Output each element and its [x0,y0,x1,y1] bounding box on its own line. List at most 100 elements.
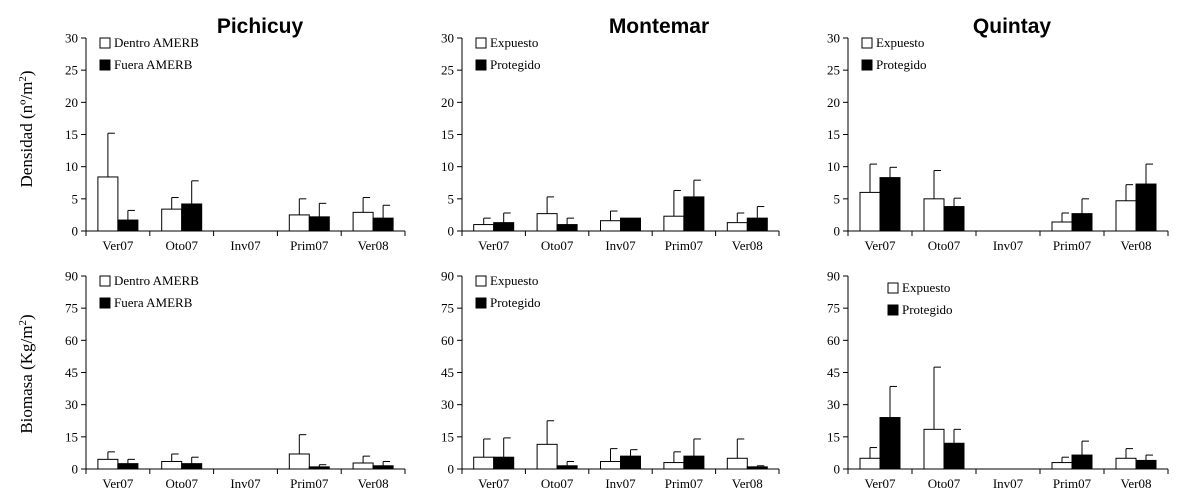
y-tick-label: 45 [65,365,78,380]
y-tick-label: 75 [827,301,840,316]
x-tick-label: Ver07 [102,476,134,491]
legend-label: Dentro AMERB [114,35,199,50]
legend-swatch [99,37,111,49]
bar [746,217,768,232]
panel-montemar-densidad: 0 5 10 15 20 25 30 Ver07 Oto07 Inv07 Prim07 Ver08 Ex… [441,31,780,253]
y-tick-label: 10 [827,159,840,174]
panel-montemar-biomasa: 0 15 30 45 60 75 90 Ver07 Oto07 Inv07 Prim07 Ver08 E… [441,269,780,491]
y-tick-label: 10 [441,159,454,174]
x-tick-label: Oto07 [541,476,574,491]
legend-swatch [887,282,899,294]
legend-swatch [887,304,899,316]
y-tick-label: 30 [65,31,78,46]
x-tick-label: Prim07 [1053,238,1092,253]
bar [117,219,139,232]
x-tick-label: Ver08 [732,238,763,253]
y-tick-label: 15 [65,429,78,444]
x-tick-label: Inv07 [605,238,636,253]
y-tick-label: 45 [441,365,454,380]
legend-swatch [475,297,487,309]
bar [746,466,768,470]
x-tick-label: Inv07 [993,238,1024,253]
bar [97,176,119,232]
x-tick-label: Ver07 [864,238,896,253]
y-tick-label: 25 [65,63,78,78]
bar [473,224,495,232]
bar [1071,454,1093,470]
y-tick-label: 90 [827,269,840,284]
legend-label: Dentro AMERB [114,273,199,288]
x-tick-label: Ver07 [864,476,896,491]
x-tick-label: Oto07 [928,238,961,253]
bar [923,198,945,232]
y-tick-label: 60 [827,333,840,348]
y-tick-label: 75 [65,301,78,316]
y-tick-label: 30 [441,397,454,412]
x-tick-label: Prim07 [665,476,704,491]
x-tick-label: Oto07 [541,238,574,253]
y-tick-label: 90 [441,269,454,284]
bar [1135,459,1157,470]
y-tick-label: 0 [72,224,79,239]
y-tick-label: 5 [834,191,841,206]
bar [308,466,330,470]
bar [620,217,641,232]
y-tick-label: 15 [65,127,78,142]
bar [352,211,374,232]
x-tick-label: Prim07 [290,476,329,491]
panel-pichicuy-densidad: 0 5 10 15 20 25 30 Ver07 Oto07 Inv07 Prim07 Ver08 De… [65,31,406,253]
bar [620,455,641,470]
y-tick-label: 0 [72,462,79,477]
bar [352,462,374,470]
bar [879,417,901,470]
bar [683,196,705,232]
y-tick-label: 60 [441,333,454,348]
bar [288,214,310,232]
x-tick-label: Prim07 [1053,476,1092,491]
legend-swatch [861,37,873,49]
legend-label: Fuera AMERB [114,295,193,310]
bar [600,220,621,232]
bar [943,442,965,470]
bar [536,443,558,470]
bar [288,453,310,470]
x-tick-label: Ver07 [478,476,510,491]
y-tick-label: 0 [834,224,841,239]
bar [663,462,685,470]
bar [600,460,621,470]
bar [726,222,748,232]
x-tick-label: Oto07 [165,238,198,253]
bar [1115,200,1137,232]
bar [923,428,945,470]
y-tick-label: 90 [65,269,78,284]
x-tick-label: Oto07 [928,476,961,491]
bar [181,463,203,470]
legend-swatch [861,59,873,71]
x-tick-label: Prim07 [665,238,704,253]
legend-swatch [99,59,111,71]
y-tick-label: 30 [65,397,78,412]
x-tick-label: Ver07 [102,238,134,253]
y-tick-label: 15 [441,127,454,142]
y-tick-label: 25 [441,63,454,78]
bar [493,222,515,232]
legend-swatch [99,275,111,287]
y-tick-label: 0 [448,462,455,477]
legend-label: Expuesto [902,280,950,295]
legend-label: Protegido [902,302,953,317]
bar [1115,457,1137,470]
bar [161,460,183,470]
x-tick-label: Prim07 [290,238,329,253]
bar [536,213,558,232]
legend-swatch [99,297,111,309]
x-tick-label: Ver08 [1120,238,1151,253]
y-tick-label: 0 [834,462,841,477]
bar [556,465,578,470]
title-quintay: Quintay [973,15,1051,38]
x-tick-label: Inv07 [605,476,636,491]
bar [181,203,203,232]
panel-pichicuy-biomasa: 0 15 30 45 60 75 90 Ver07 Oto07 Inv07 Prim07 Ver08 D… [65,269,406,491]
bar [859,457,881,470]
bar [372,217,394,232]
